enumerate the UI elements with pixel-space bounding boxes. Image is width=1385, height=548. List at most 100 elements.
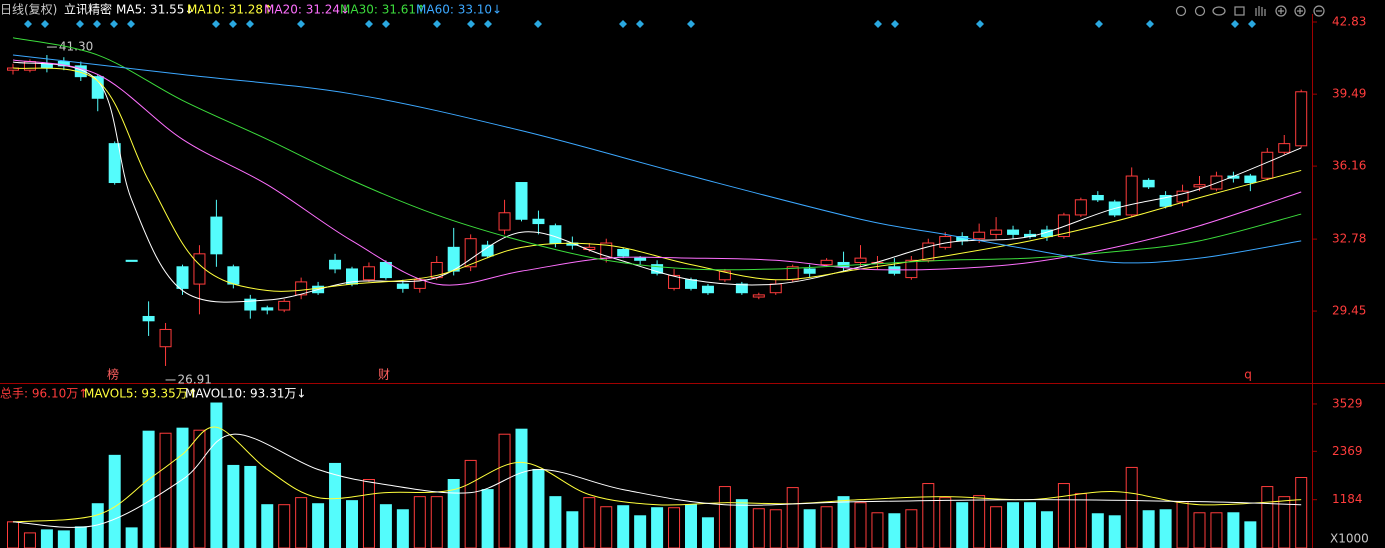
legend-entry: MA30: 31.61↑ — [340, 3, 426, 17]
volume-bar — [820, 506, 833, 548]
candle-body — [329, 259, 342, 270]
event-marker — [1248, 20, 1256, 28]
candle-body — [1125, 175, 1138, 216]
event-marker — [127, 20, 135, 28]
volume-bar — [23, 532, 36, 548]
volume-bar — [1108, 515, 1121, 548]
event-label: q — [1244, 368, 1252, 382]
annotation-label: 26.91 — [178, 372, 212, 386]
event-marker — [246, 20, 254, 28]
legend-entry: MA60: 33.10↓ — [416, 3, 502, 17]
volume-bar — [990, 506, 1003, 548]
event-label: 榜 — [107, 367, 119, 382]
volume-bar — [312, 503, 325, 548]
moving-average-line — [12, 61, 1302, 303]
candle-body — [617, 249, 630, 257]
volume-bar — [905, 509, 918, 548]
hand-icon[interactable] — [1255, 6, 1266, 16]
volume-bar — [210, 402, 223, 548]
moving-average-line — [12, 433, 1302, 528]
toolbar — [1175, 5, 1325, 17]
volume-bar — [532, 468, 545, 548]
volume-bar — [413, 496, 426, 548]
volume-bar — [922, 483, 935, 548]
candle-body — [837, 261, 850, 268]
volume-bar — [549, 496, 562, 548]
volume-bar — [430, 496, 443, 548]
event-marker — [636, 20, 644, 28]
volume-bar — [735, 499, 748, 548]
candle-body — [91, 76, 104, 99]
volume-bar — [1244, 521, 1257, 548]
candle-body — [1007, 229, 1020, 235]
volume-bar — [973, 495, 986, 548]
plus-icon — [1278, 8, 1284, 14]
volume-bar — [600, 506, 613, 548]
volume-bar — [379, 504, 392, 548]
volume-bar — [261, 504, 274, 548]
volume-bar — [295, 497, 308, 548]
volume-bar — [346, 500, 358, 548]
candle-body — [718, 270, 731, 281]
event-marker — [976, 20, 984, 28]
candle-body — [1295, 91, 1308, 147]
volume-bar — [803, 509, 816, 548]
event-marker — [891, 20, 899, 28]
volume-bar — [854, 502, 867, 548]
candle-body — [464, 238, 477, 268]
volume-bar — [888, 513, 901, 548]
candle-body — [498, 212, 511, 231]
volume-bar — [1227, 512, 1240, 548]
volume-bar — [176, 427, 189, 548]
y-tick-label: 36.16 — [1332, 159, 1366, 173]
candle-body — [159, 328, 172, 348]
moving-average-line — [12, 67, 1302, 292]
target-icon[interactable] — [1194, 5, 1206, 17]
event-marker — [229, 20, 237, 28]
candle-body — [108, 143, 121, 184]
candle-body — [549, 225, 562, 244]
event-marker — [874, 20, 882, 28]
settings-icon[interactable] — [1175, 5, 1187, 17]
box-icon[interactable] — [1234, 6, 1245, 16]
volume-bar — [651, 507, 664, 548]
volume-bar — [566, 511, 579, 548]
event-marker — [619, 20, 627, 28]
candle-body — [1278, 143, 1291, 153]
stock-name: 立讯精密 — [64, 2, 112, 17]
volume-bar — [668, 507, 681, 548]
volume-bar — [1074, 493, 1087, 548]
period-label: 日线(复权) — [0, 3, 57, 17]
event-marker — [365, 20, 373, 28]
candle-body — [396, 283, 409, 289]
volume-bar — [617, 505, 630, 548]
candle-body — [1091, 194, 1104, 201]
candle-body — [447, 246, 460, 272]
event-marker — [1146, 20, 1154, 28]
event-marker — [110, 20, 118, 28]
candle-body — [634, 257, 647, 261]
candle-body — [685, 279, 697, 289]
legend-entry: MA5: 31.55↓ — [116, 3, 194, 17]
volume-bar — [278, 504, 291, 548]
candle-body — [193, 253, 206, 285]
volume-bar — [1057, 483, 1070, 548]
volume-bar — [108, 454, 121, 548]
candle-body — [820, 259, 833, 266]
volume-bar — [515, 428, 528, 548]
add-icon[interactable] — [1294, 5, 1306, 17]
event-marker — [484, 20, 492, 28]
event-marker — [687, 20, 695, 28]
y-tick-label: 29.45 — [1332, 304, 1366, 318]
volume-bar — [1193, 512, 1206, 548]
volume-bar — [1024, 502, 1036, 548]
event-marker — [24, 20, 32, 28]
candle-body — [922, 242, 935, 261]
candle-body — [668, 274, 681, 289]
event-marker — [212, 20, 220, 28]
zoom-out-icon[interactable] — [1313, 5, 1325, 17]
zoom-in-icon[interactable] — [1275, 5, 1287, 17]
eye-icon[interactable] — [1212, 6, 1226, 16]
